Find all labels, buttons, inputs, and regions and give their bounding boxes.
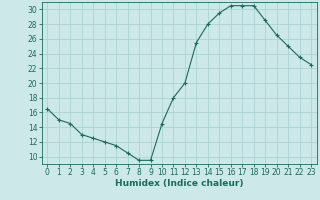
X-axis label: Humidex (Indice chaleur): Humidex (Indice chaleur) <box>115 179 244 188</box>
